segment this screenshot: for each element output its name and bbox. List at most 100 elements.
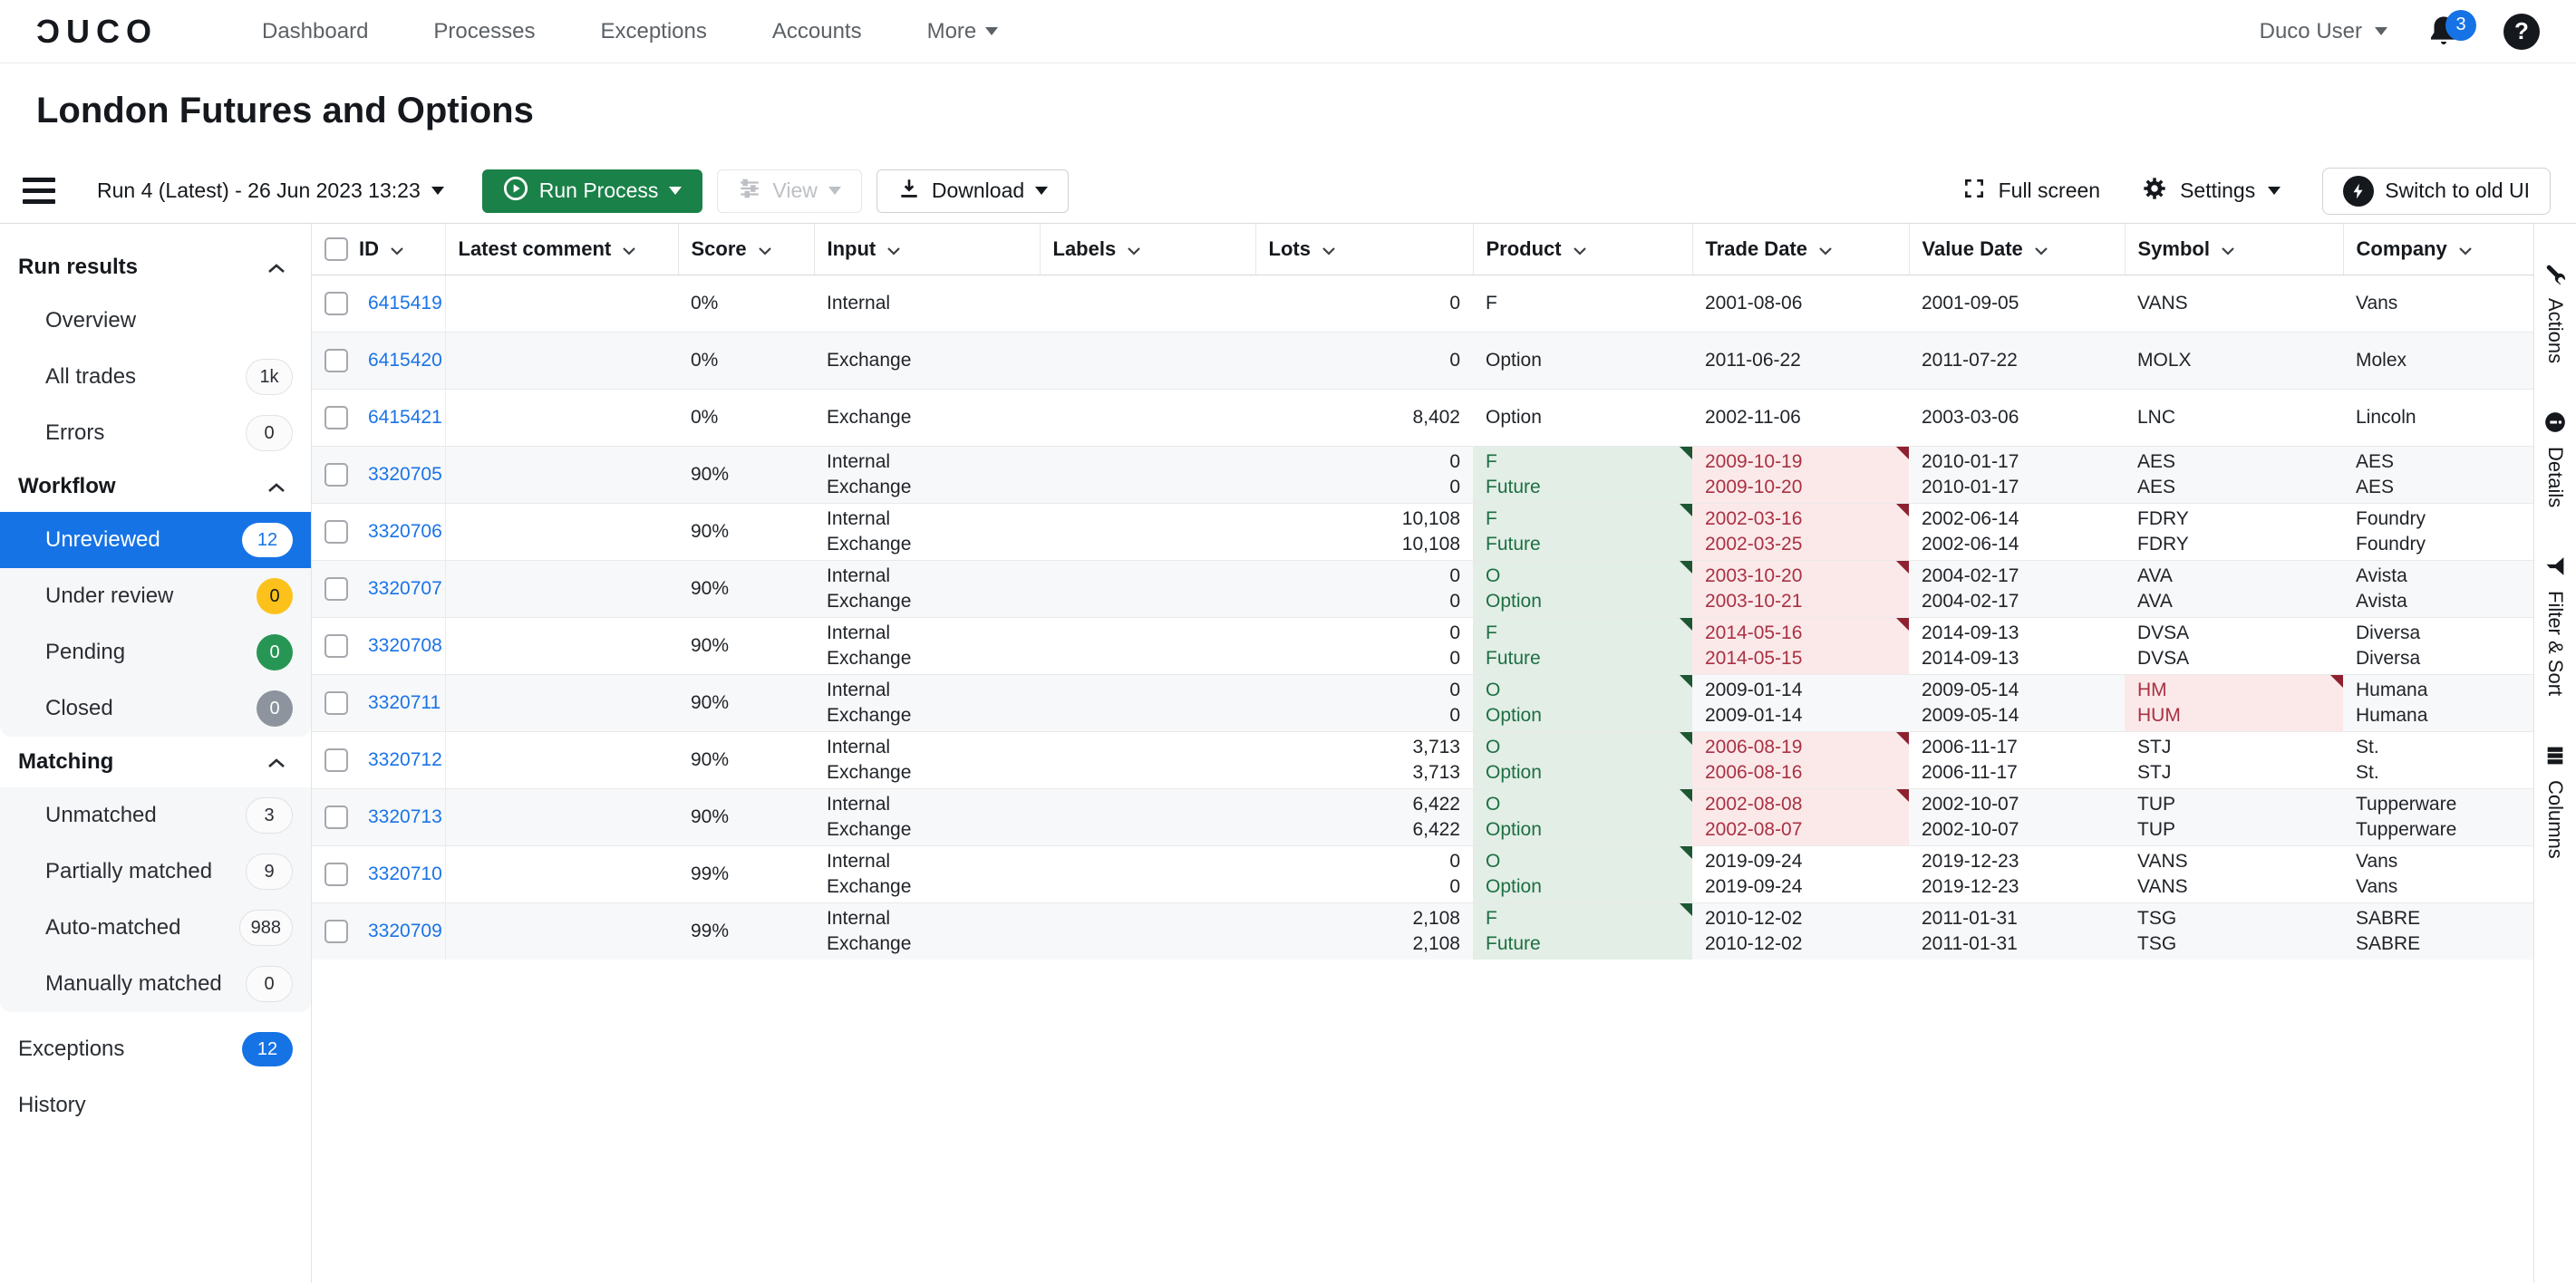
trade-id-link[interactable]: 3320709 (368, 921, 442, 942)
column-header-lots[interactable]: Lots (1255, 224, 1473, 275)
row-checkbox[interactable] (324, 634, 348, 658)
nav-item-accounts[interactable]: Accounts (772, 19, 862, 44)
trade-id-link[interactable]: 3320707 (368, 578, 442, 600)
sidebar-item-exceptions[interactable]: Exceptions12 (0, 1021, 311, 1077)
sidebar-item-pending[interactable]: Pending0 (0, 624, 311, 680)
sidebar-item-partially-matched[interactable]: Partially matched9 (0, 844, 311, 900)
row-checkbox[interactable] (324, 463, 348, 487)
rail-tab-filter-sort[interactable]: Filter & Sort (2543, 555, 2567, 696)
sidebar-section-matching[interactable]: Matching (0, 737, 311, 787)
sidebar-item-auto-matched[interactable]: Auto-matched988 (0, 900, 311, 956)
menu-toggle-button[interactable] (23, 178, 55, 204)
trade-date-cell: 2009-10-192009-10-20 (1692, 446, 1909, 503)
sidebar-item-unreviewed[interactable]: Unreviewed12 (0, 512, 311, 568)
trade-id-link[interactable]: 6415419 (368, 293, 442, 314)
company-cell: St.St. (2343, 731, 2533, 788)
row-checkbox[interactable] (324, 748, 348, 772)
sidebar-section-run-results[interactable]: Run results (0, 242, 311, 293)
symbol-cell: DVSADVSA (2125, 617, 2343, 674)
lots-values: 6,4226,422 (1268, 789, 1460, 845)
row-checkbox[interactable] (324, 520, 348, 544)
nav-item-exceptions[interactable]: Exceptions (600, 19, 706, 44)
full-screen-button[interactable]: Full screen (1962, 177, 2100, 206)
column-header-company[interactable]: Company (2343, 224, 2533, 275)
download-button[interactable]: Download (876, 169, 1069, 213)
switch-to-old-ui-button[interactable]: Switch to old UI (2322, 168, 2551, 215)
column-label: Labels (1053, 237, 1117, 261)
column-header-input[interactable]: Input (814, 224, 1040, 275)
column-header-labels[interactable]: Labels (1040, 224, 1255, 275)
select-all-checkbox[interactable] (324, 237, 348, 261)
trade-date-cell: 2002-03-162002-03-25 (1692, 503, 1909, 560)
sidebar-item-overview[interactable]: Overview (0, 293, 311, 349)
company-values: VansVans (2356, 846, 2521, 902)
sidebar-item-history[interactable]: History (0, 1077, 311, 1133)
trade-id-link[interactable]: 3320713 (368, 806, 442, 828)
trade-id-link[interactable]: 3320711 (368, 692, 441, 714)
sidebar-item-unmatched[interactable]: Unmatched3 (0, 787, 311, 844)
column-header-product[interactable]: Product (1473, 224, 1692, 275)
notifications-button[interactable]: 3 (2426, 12, 2465, 52)
trade-id-link[interactable]: 3320706 (368, 521, 442, 543)
rail-tab-actions[interactable]: Actions (2543, 262, 2567, 363)
input-values: Exchange (827, 333, 1027, 389)
input-cell: InternalExchange (814, 617, 1040, 674)
value-date-cell: 2011-07-22 (1909, 332, 2125, 389)
run-process-button[interactable]: Run Process (482, 169, 703, 213)
row-checkbox[interactable] (324, 349, 348, 372)
sidebar-item-under-review[interactable]: Under review0 (0, 568, 311, 624)
column-header-id[interactable]: ID (312, 224, 445, 275)
symbol-values: TSGTSG (2137, 903, 2330, 960)
row-checkbox[interactable] (324, 292, 348, 315)
sidebar-item-all-trades[interactable]: All trades1k (0, 349, 311, 405)
labels-cell (1040, 902, 1255, 960)
diff-corner-marker (1896, 789, 1909, 802)
user-menu[interactable]: Duco User (2260, 19, 2387, 44)
column-header-trade-date[interactable]: Trade Date (1692, 224, 1909, 275)
score-cell: 0% (678, 332, 814, 389)
results-table-area: IDLatest commentScoreInput Labels LotsProd… (312, 224, 2533, 1283)
sidebar-item-errors[interactable]: Errors0 (0, 405, 311, 461)
rail-tab-columns[interactable]: Columns (2543, 744, 2567, 859)
column-header-score[interactable]: Score (678, 224, 814, 275)
table-row: 332070999%InternalExchange2,1082,108FFut… (312, 902, 2533, 960)
symbol-cell: STJSTJ (2125, 731, 2343, 788)
row-checkbox[interactable] (324, 577, 348, 601)
company-values: St.St. (2356, 732, 2521, 788)
lots-cell: 0 (1255, 332, 1473, 389)
trade-id-link[interactable]: 6415421 (368, 407, 442, 429)
row-checkbox[interactable] (324, 691, 348, 715)
nav-item-processes[interactable]: Processes (433, 19, 535, 44)
column-header-latest-comment[interactable]: Latest comment (445, 224, 678, 275)
sidebar-item-closed[interactable]: Closed0 (0, 680, 311, 737)
sidebar-item-manually-matched[interactable]: Manually matched0 (0, 956, 311, 1012)
sidebar-section-workflow[interactable]: Workflow (0, 461, 311, 512)
id-cell: 3320713 (312, 788, 445, 845)
row-checkbox[interactable] (324, 920, 348, 943)
nav-item-dashboard[interactable]: Dashboard (262, 19, 368, 44)
row-checkbox[interactable] (324, 805, 348, 829)
chevron-up-icon (267, 749, 286, 775)
trade-date-values: 2006-08-192006-08-16 (1705, 732, 1896, 788)
trade-id-link[interactable]: 3320705 (368, 464, 442, 486)
company-values: SABRESABRE (2356, 903, 2521, 960)
chevron-down-icon (2375, 27, 2387, 35)
input-values: InternalExchange (827, 789, 1027, 845)
column-header-symbol[interactable]: Symbol (2125, 224, 2343, 275)
table-row: 332071390%InternalExchange6,4226,422OOpt… (312, 788, 2533, 845)
trade-id-link[interactable]: 3320710 (368, 863, 442, 885)
help-button[interactable]: ? (2503, 14, 2540, 50)
count-badge: 1k (246, 359, 293, 395)
settings-button[interactable]: Settings (2142, 176, 2281, 207)
trade-id-link[interactable]: 3320712 (368, 749, 442, 771)
column-header-value-date[interactable]: Value Date (1909, 224, 2125, 275)
row-checkbox[interactable] (324, 863, 348, 886)
trade-id-link[interactable]: 3320708 (368, 635, 442, 657)
run-selector[interactable]: Run 4 (Latest) - 26 Jun 2023 13:23 (97, 178, 444, 203)
nav-item-more[interactable]: More (927, 19, 999, 44)
rail-tab-details[interactable]: Details (2543, 410, 2567, 507)
product-values: OOption (1486, 789, 1680, 845)
view-button[interactable]: View (717, 169, 861, 213)
row-checkbox[interactable] (324, 406, 348, 429)
trade-id-link[interactable]: 6415420 (368, 350, 442, 371)
